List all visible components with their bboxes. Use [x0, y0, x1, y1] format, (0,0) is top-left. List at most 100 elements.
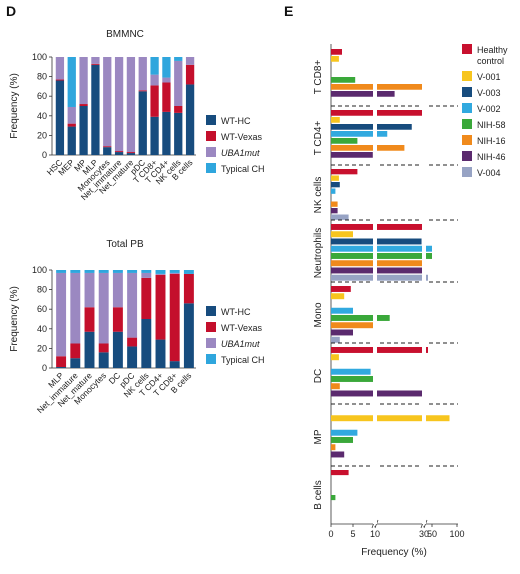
bar-t-cd4-typical-ch [162, 57, 171, 78]
y-tick-label: 80 [37, 72, 47, 82]
bar-net-mature-typical-ch [84, 270, 95, 273]
bar-mono-nih-16 [331, 322, 375, 329]
legend-swatch-v-001 [462, 71, 472, 81]
bar-t-cd8-typical-ch [150, 57, 159, 75]
bar-t-cd4-uba1mut [155, 273, 166, 275]
y-tick-label: 0 [42, 150, 47, 160]
bar-t-cd4-healthy-control [331, 110, 426, 116]
legend-label-control: control [477, 56, 504, 66]
bar-t-cd8-v-001 [331, 56, 339, 62]
bar-monocytes-wt-vexas [103, 146, 112, 148]
legend-swatch-wt-vexas [206, 131, 216, 141]
bar-mep-uba1mut [67, 106, 76, 124]
bar-dc-v-001 [331, 354, 339, 361]
bar-neutrophils-v-002 [331, 245, 432, 252]
bar-b-cells-nih-58 [331, 495, 336, 501]
x-tick-label: 30 [419, 529, 429, 539]
bar-mono-nih-58 [331, 315, 390, 321]
legend-label-v-003: V-003 [477, 88, 501, 98]
legend-swatch-typical-ch [206, 163, 216, 173]
bar-mlp-typical-ch [56, 270, 67, 273]
bar-mlp-uba1mut [91, 57, 100, 64]
group-label-b-cells: B cells [313, 480, 324, 509]
legend-label-v-001: V-001 [477, 72, 501, 82]
bar-nk-cells-v-001 [331, 175, 339, 181]
bar-dc-wt-hc [112, 331, 123, 368]
bar-net-immature-wt-vexas [70, 343, 81, 359]
bar-t-cd8-uba1mut [150, 74, 159, 86]
bar-hsc-wt-vexas [55, 79, 65, 81]
bar-nk-cells-nih-46 [331, 208, 338, 214]
group-label-t-cd4: T CD4+ [313, 121, 324, 156]
bar-t-cd8-wt-hc [150, 116, 159, 155]
bar-t-cd8-healthy-control [331, 49, 342, 55]
legend-swatch-healthy-control [462, 44, 472, 54]
bar-mp-nih-46 [331, 451, 345, 458]
bar-mep-typical-ch [67, 57, 76, 107]
bar-dc-nih-46 [331, 390, 425, 397]
bar-t-cd4-typical-ch [155, 270, 166, 274]
bar-nk-cells-v-003 [331, 182, 340, 188]
legend-swatch-nih-16 [462, 135, 472, 145]
bar-t-cd4-nih-58 [331, 138, 358, 144]
group-label-mp: MP [313, 429, 324, 444]
bar-nk-cells-v-004 [331, 214, 349, 220]
bar-b-cells-wt-hc [183, 303, 194, 368]
bar-nk-cells-healthy-control [331, 169, 358, 175]
bar-mp-nih-58 [331, 437, 353, 443]
y-tick-label: 40 [37, 324, 47, 334]
legend-label-typical-ch: Typical CH [221, 355, 265, 365]
legend-swatch-v-004 [462, 167, 472, 177]
bar-t-cd8-wt-vexas [169, 273, 180, 362]
legend-swatch-nih-58 [462, 119, 472, 129]
panel-letter-e: E [284, 3, 293, 19]
bar-net-immature-uba1mut [70, 272, 81, 344]
bar-pdc-wt-hc [138, 91, 147, 155]
bar-mp-v-001 [331, 415, 450, 422]
axis-break-gap [373, 46, 377, 524]
bar-nk-cells-wt-vexas [141, 277, 152, 319]
y-tick-label: 100 [32, 265, 47, 275]
legend-swatch-typical-ch [206, 354, 216, 364]
bar-neutrophils-v-001 [331, 231, 353, 238]
panel-letter-d: D [6, 3, 16, 19]
bar-b-cells-uba1mut [185, 57, 195, 65]
bar-mono-healthy-control [331, 286, 351, 292]
bar-net-immature-typical-ch [70, 270, 81, 273]
group-label-nk-cells: NK cells [313, 177, 324, 214]
legend-label-nih-58: NIH-58 [477, 120, 506, 130]
y-tick-label: 0 [42, 363, 47, 373]
legend-label-wt-hc: WT-HC [221, 307, 251, 317]
group-label-mono: Mono [313, 302, 324, 327]
bar-dc-nih-16 [331, 383, 340, 390]
axis-break-gap [422, 46, 426, 524]
bar-pdc-wt-hc [127, 346, 138, 368]
bar-t-cd8-nih-58 [331, 77, 356, 83]
bar-nk-cells-wt-vexas [174, 106, 183, 113]
bar-t-cd8-wt-vexas [150, 85, 159, 117]
y-axis-label: Frequency (%) [9, 73, 20, 139]
bar-t-cd4-nih-16 [331, 145, 405, 151]
bar-pdc-wt-vexas [138, 90, 147, 92]
x-axis-label: Frequency (%) [361, 547, 427, 558]
bar-hsc-uba1mut [55, 57, 65, 80]
x-tick-label: 50 [427, 529, 437, 539]
legend-label-wt-vexas: WT-Vexas [221, 132, 263, 142]
bar-neutrophils-nih-58 [331, 253, 432, 259]
bar-monocytes-wt-vexas [98, 343, 109, 353]
y-tick-label: 20 [37, 130, 47, 140]
bar-b-cells-typical-ch [183, 270, 194, 274]
bar-net-mature-uba1mut [126, 57, 136, 153]
bar-t-cd4-v-003 [331, 124, 412, 130]
bar-pdc-typical-ch [127, 270, 138, 273]
bar-mp-uba1mut [79, 57, 88, 105]
bar-mono-v-001 [331, 293, 345, 300]
y-tick-label: 40 [37, 111, 47, 121]
y-tick-label: 60 [37, 304, 47, 314]
bar-neutrophils-nih-16 [331, 260, 424, 267]
bar-t-cd8-nih-46 [331, 91, 395, 97]
bar-pdc-uba1mut [138, 57, 147, 91]
bar-net-mature-wt-hc [126, 153, 136, 155]
legend-swatch-wt-hc [206, 115, 216, 125]
